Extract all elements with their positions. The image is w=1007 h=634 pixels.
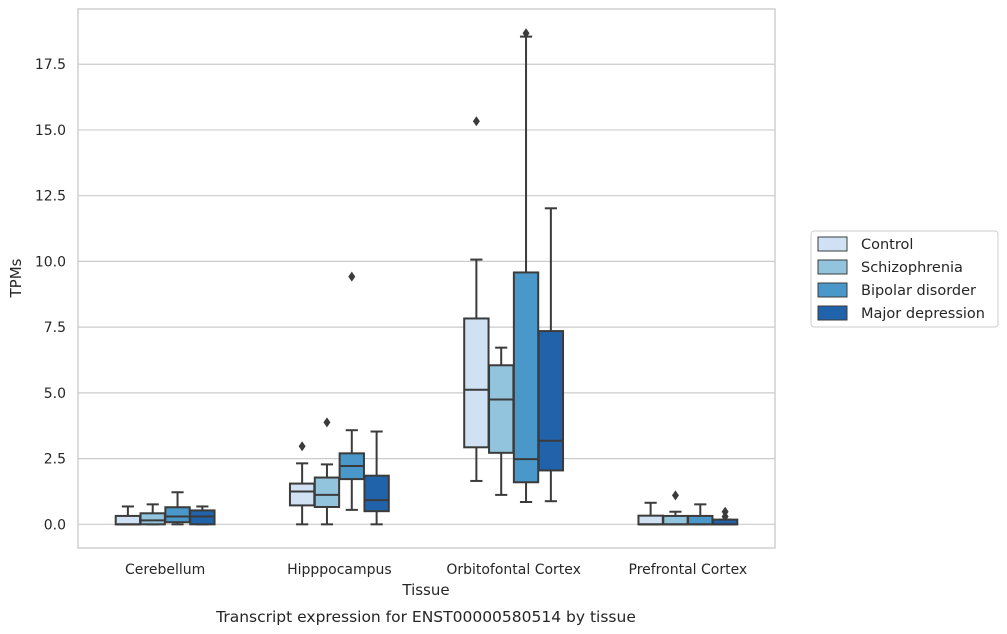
iqr-box — [512, 271, 540, 484]
box-major-depression — [537, 207, 565, 503]
legend-label: Bipolar disorder — [861, 283, 976, 299]
iqr-box — [637, 514, 664, 526]
x-axis-title: Tissue — [401, 581, 449, 599]
box-major-depression — [363, 430, 390, 526]
legend-swatch — [817, 305, 848, 321]
legend-frame — [810, 230, 999, 328]
box-schizophrenia — [488, 346, 515, 496]
box-major-depression — [711, 506, 739, 526]
iqr-box — [313, 476, 341, 508]
box-control — [637, 501, 664, 526]
y-axis-title: TPMs — [7, 258, 25, 298]
legend-label: Control — [861, 237, 913, 253]
plot-area-frame — [77, 8, 776, 549]
legend-label: Schizophrenia — [861, 260, 963, 276]
y-tick-label: 2.5 — [44, 452, 66, 468]
y-tick-label: 5.0 — [44, 386, 66, 402]
y-tick-label: 15.0 — [35, 123, 66, 139]
iqr-box — [114, 514, 142, 526]
outlier-point — [323, 417, 331, 428]
y-tick-label: 12.5 — [35, 189, 66, 205]
legend-swatch — [817, 236, 848, 252]
iqr-box — [662, 514, 689, 526]
iqr-box — [288, 482, 316, 507]
box-major-depression — [189, 505, 216, 526]
x-tick-label: Cerebellum — [125, 562, 205, 578]
legend-swatch — [817, 282, 848, 298]
legend-swatch — [817, 259, 848, 275]
y-tick-label: 7.5 — [44, 320, 66, 336]
outlier-point — [721, 511, 729, 522]
chart-caption: Transcript expression for ENST0000058051… — [215, 608, 636, 626]
box-control — [463, 116, 490, 482]
x-tick-label: Prefrontal Cortex — [629, 562, 748, 578]
y-tick-label: 17.5 — [35, 57, 66, 73]
iqr-box — [488, 364, 515, 454]
gridlines — [78, 63, 775, 525]
iqr-box — [363, 474, 390, 513]
iqr-box — [164, 506, 191, 524]
box-schizophrenia — [313, 417, 341, 526]
box-schizophrenia — [139, 503, 166, 526]
box-schizophrenia — [662, 490, 689, 526]
box-bipolar-disorder — [687, 503, 714, 526]
iqr-box — [537, 330, 565, 472]
iqr-box — [687, 514, 714, 526]
outlier-point — [472, 116, 480, 127]
outlier-point — [348, 271, 356, 282]
iqr-box — [139, 512, 166, 526]
x-axis-ticks: Cerebellum Hipppocampus Orbitofontal Corte… — [125, 562, 747, 578]
box-control — [114, 505, 142, 526]
box-bipolar-disorder — [338, 271, 365, 511]
y-axis-ticks: 0.0 2.5 5.0 7.5 10.0 12.5 15.0 17.5 — [35, 57, 66, 533]
box-control — [288, 441, 316, 526]
legend: Control Schizophrenia Bipolar disorder Majo… — [810, 230, 999, 328]
outlier-point — [671, 490, 679, 501]
box-groups — [114, 28, 739, 526]
box-bipolar-disorder — [164, 491, 191, 526]
outlier-point — [298, 441, 306, 452]
x-tick-label: Orbitofontal Cortex — [446, 562, 581, 578]
y-tick-label: 0.0 — [44, 517, 66, 533]
outlier-point — [522, 28, 530, 39]
legend-label: Major depression — [861, 306, 985, 322]
x-tick-label: Hipppocampus — [287, 562, 392, 578]
iqr-box — [463, 317, 490, 449]
y-tick-label: 10.0 — [35, 254, 66, 270]
box-bipolar-disorder — [512, 28, 540, 503]
